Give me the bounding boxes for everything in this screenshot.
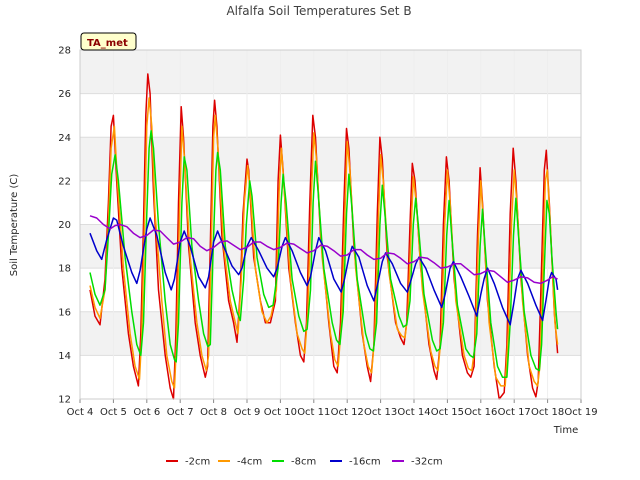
x-tick-label: Oct 4 [67,407,94,418]
plot-band [80,137,581,181]
legend-label: -2cm [185,457,210,468]
y-tick-label: 22 [58,176,71,187]
x-tick-label: Oct 7 [167,407,194,418]
y-tick-label: 12 [58,395,71,406]
x-tick-label: Oct 15 [431,407,464,418]
x-tick-label: Oct 12 [331,407,364,418]
y-tick-label: 24 [58,133,71,144]
series-lines [89,73,559,400]
legend-label: -4cm [237,457,262,468]
y-axis-label: Soil Temperature (C) [9,174,20,277]
y-tick-label: 16 [58,307,71,318]
series-line-minus-8cm [89,129,559,378]
y-tick-label: 20 [58,220,71,231]
x-tick-label: Oct 14 [397,407,430,418]
x-tick-label: Oct 19 [564,407,597,418]
series-line-minus-32cm [89,215,558,285]
y-tick-label: 18 [58,264,71,275]
x-tick-label: Oct 16 [464,407,497,418]
x-tick-label: Oct 9 [234,407,261,418]
x-tick-label: Oct 11 [297,407,330,418]
x-tick-label: Oct 6 [133,407,160,418]
badge-label: TA_met [87,38,128,49]
legend-label: -16cm [349,457,381,468]
y-axis-ticks: 12 14 16 18 20 22 24 26 28 [58,46,71,406]
x-tick-label: Oct 5 [100,407,127,418]
y-tick-label: 14 [58,351,71,362]
y-tick-label: 28 [58,46,71,57]
legend: -2cm -4cm -8cm -16cm -32cm [166,457,443,468]
y-tick-label: 26 [58,89,71,100]
x-axis-label: Time [553,425,578,436]
x-tick-label: Oct 17 [498,407,531,418]
ta-met-badge: TA_met [80,32,137,51]
legend-label: -8cm [291,457,316,468]
plot-frame [79,49,582,400]
legend-label: -32cm [411,457,443,468]
badge-box [80,32,137,51]
x-tick-label: Oct 10 [264,407,297,418]
x-tick-label: Oct 18 [531,407,564,418]
x-tick-label: Oct 8 [200,407,227,418]
plot-band [80,50,581,94]
plot-band [80,224,581,269]
x-tick-label: Oct 13 [364,407,397,418]
chart-title: Alfalfa Soil Temperatures Set B [226,4,411,18]
x-axis-ticks: Oct 4 Oct 5 Oct 6 Oct 7 Oct 8 Oct 9 Oct 10 Oct … [67,399,598,418]
